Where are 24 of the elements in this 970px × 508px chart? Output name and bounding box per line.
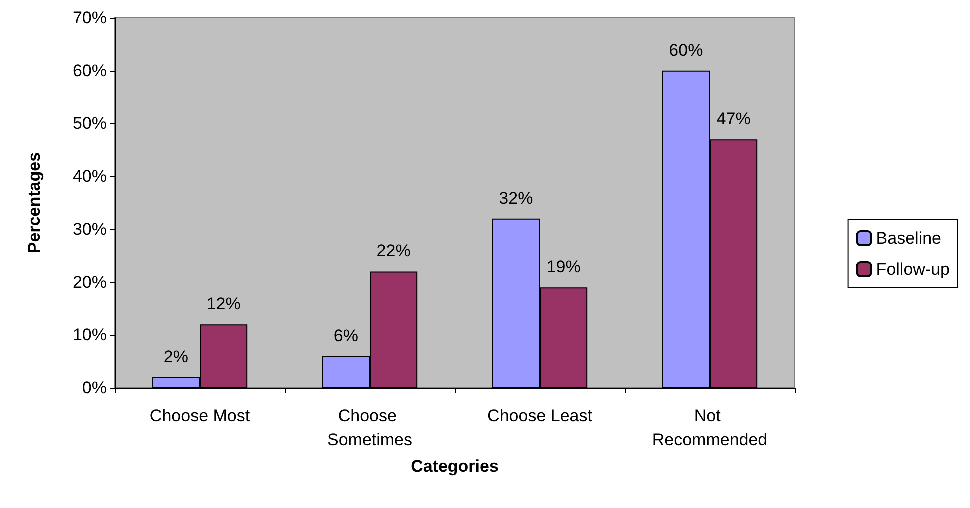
y-tick-label: 70% bbox=[72, 8, 107, 28]
y-tick-label: 0% bbox=[82, 378, 107, 398]
x-axis-title: Categories bbox=[411, 457, 499, 476]
y-tick-label: 30% bbox=[72, 220, 107, 239]
data-label: 19% bbox=[546, 258, 581, 277]
x-tick-label: Choose Most bbox=[150, 406, 250, 426]
data-label: 2% bbox=[164, 347, 188, 366]
y-tick-label: 60% bbox=[72, 61, 107, 80]
legend-label: Follow-up bbox=[876, 260, 950, 279]
x-tick-label: Choose Sometimes bbox=[327, 406, 413, 450]
data-label: 6% bbox=[334, 326, 358, 346]
data-label: 12% bbox=[206, 294, 241, 314]
data-label: 22% bbox=[376, 242, 411, 261]
data-label: 32% bbox=[499, 188, 534, 208]
y-tick-label: 20% bbox=[72, 272, 107, 292]
x-tick-label: Not Recommended bbox=[652, 406, 768, 450]
data-label: 60% bbox=[669, 40, 704, 60]
y-axis-title: Percentages bbox=[25, 152, 44, 254]
x-tick-label: Choose Least bbox=[488, 406, 593, 426]
data-label: 47% bbox=[716, 110, 751, 129]
y-tick-label: 50% bbox=[72, 114, 107, 134]
legend-label: Baseline bbox=[876, 229, 942, 248]
y-tick-label: 40% bbox=[72, 167, 107, 186]
y-tick-label: 10% bbox=[72, 326, 107, 345]
